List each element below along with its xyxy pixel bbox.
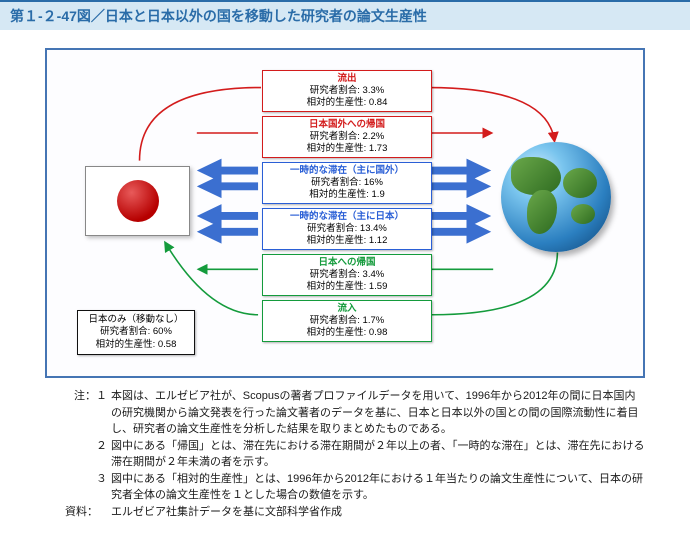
cat-prod: 相対的生産性: 1.73 [267, 143, 427, 155]
note-3: ３ 図中にある「相対的生産性」とは、1996年から2012年における１年当たりの… [65, 471, 645, 504]
cat-title: 一時的な滞在（主に国外） [267, 165, 427, 177]
only-japan-prod: 相対的生産性: 0.58 [82, 339, 190, 351]
note-text: 図中にある「相対的生産性」とは、1996年から2012年における１年当たりの論文… [111, 471, 645, 504]
cat-title: 日本への帰国 [267, 257, 427, 269]
cat-temp-abroad: 一時的な滞在（主に国外） 研究者割合: 16% 相対的生産性: 1.9 [262, 162, 432, 204]
page-title: 第１-２-47図／日本と日本以外の国を移動した研究者の論文生産性 [0, 0, 690, 30]
note-label: 注：１ [65, 388, 111, 438]
cat-ratio: 研究者割合: 2.2% [267, 131, 427, 143]
cat-temp-japan: 一時的な滞在（主に日本） 研究者割合: 13.4% 相対的生産性: 1.12 [262, 208, 432, 250]
cat-title: 一時的な滞在（主に日本） [267, 211, 427, 223]
cat-ratio: 研究者割合: 1.7% [267, 315, 427, 327]
cat-prod: 相対的生産性: 1.59 [267, 281, 427, 293]
source-label: 資料： [65, 504, 111, 521]
note-label: ２ [65, 438, 111, 471]
cat-prod: 相対的生産性: 0.98 [267, 327, 427, 339]
cat-title: 日本国外への帰国 [267, 119, 427, 131]
note-2: ２ 図中にある「帰国」とは、滞在先における滞在期間が２年以上の者、「一時的な滞在… [65, 438, 645, 471]
note-label: ３ [65, 471, 111, 504]
cat-return-jp: 日本への帰国 研究者割合: 3.4% 相対的生産性: 1.59 [262, 254, 432, 296]
only-japan-ratio: 研究者割合: 60% [82, 326, 190, 338]
cat-prod: 相対的生産性: 0.84 [267, 97, 427, 109]
footnotes: 注：１ 本図は、エルゼビア社が、Scopusの著者プロファイルデータを用いて、1… [65, 388, 645, 520]
japan-flag [85, 166, 190, 236]
source: 資料： エルゼビア社集計データを基に文部科学省作成 [65, 504, 645, 521]
note-1: 注：１ 本図は、エルゼビア社が、Scopusの著者プロファイルデータを用いて、1… [65, 388, 645, 438]
cat-ratio: 研究者割合: 13.4% [267, 223, 427, 235]
cat-ratio: 研究者割合: 3.4% [267, 269, 427, 281]
cat-title: 流入 [267, 303, 427, 315]
cat-ratio: 研究者割合: 3.3% [267, 85, 427, 97]
source-text: エルゼビア社集計データを基に文部科学省作成 [111, 504, 645, 521]
note-text: 図中にある「帰国」とは、滞在先における滞在期間が２年以上の者、「一時的な滞在」と… [111, 438, 645, 471]
only-japan-box: 日本のみ（移動なし） 研究者割合: 60% 相対的生産性: 0.58 [77, 310, 195, 355]
cat-title: 流出 [267, 73, 427, 85]
note-text: 本図は、エルゼビア社が、Scopusの著者プロファイルデータを用いて、1996年… [111, 388, 645, 438]
cat-prod: 相対的生産性: 1.9 [267, 189, 427, 201]
diagram: 流出 研究者割合: 3.3% 相対的生産性: 0.84 日本国外への帰国 研究者… [45, 48, 645, 378]
japan-flag-circle [117, 180, 159, 222]
cat-ratio: 研究者割合: 16% [267, 177, 427, 189]
globe-icon [501, 142, 611, 252]
cat-return-out: 日本国外への帰国 研究者割合: 2.2% 相対的生産性: 1.73 [262, 116, 432, 158]
cat-prod: 相対的生産性: 1.12 [267, 235, 427, 247]
only-japan-title: 日本のみ（移動なし） [82, 314, 190, 326]
cat-outflow: 流出 研究者割合: 3.3% 相対的生産性: 0.84 [262, 70, 432, 112]
cat-inflow: 流入 研究者割合: 1.7% 相対的生産性: 0.98 [262, 300, 432, 342]
